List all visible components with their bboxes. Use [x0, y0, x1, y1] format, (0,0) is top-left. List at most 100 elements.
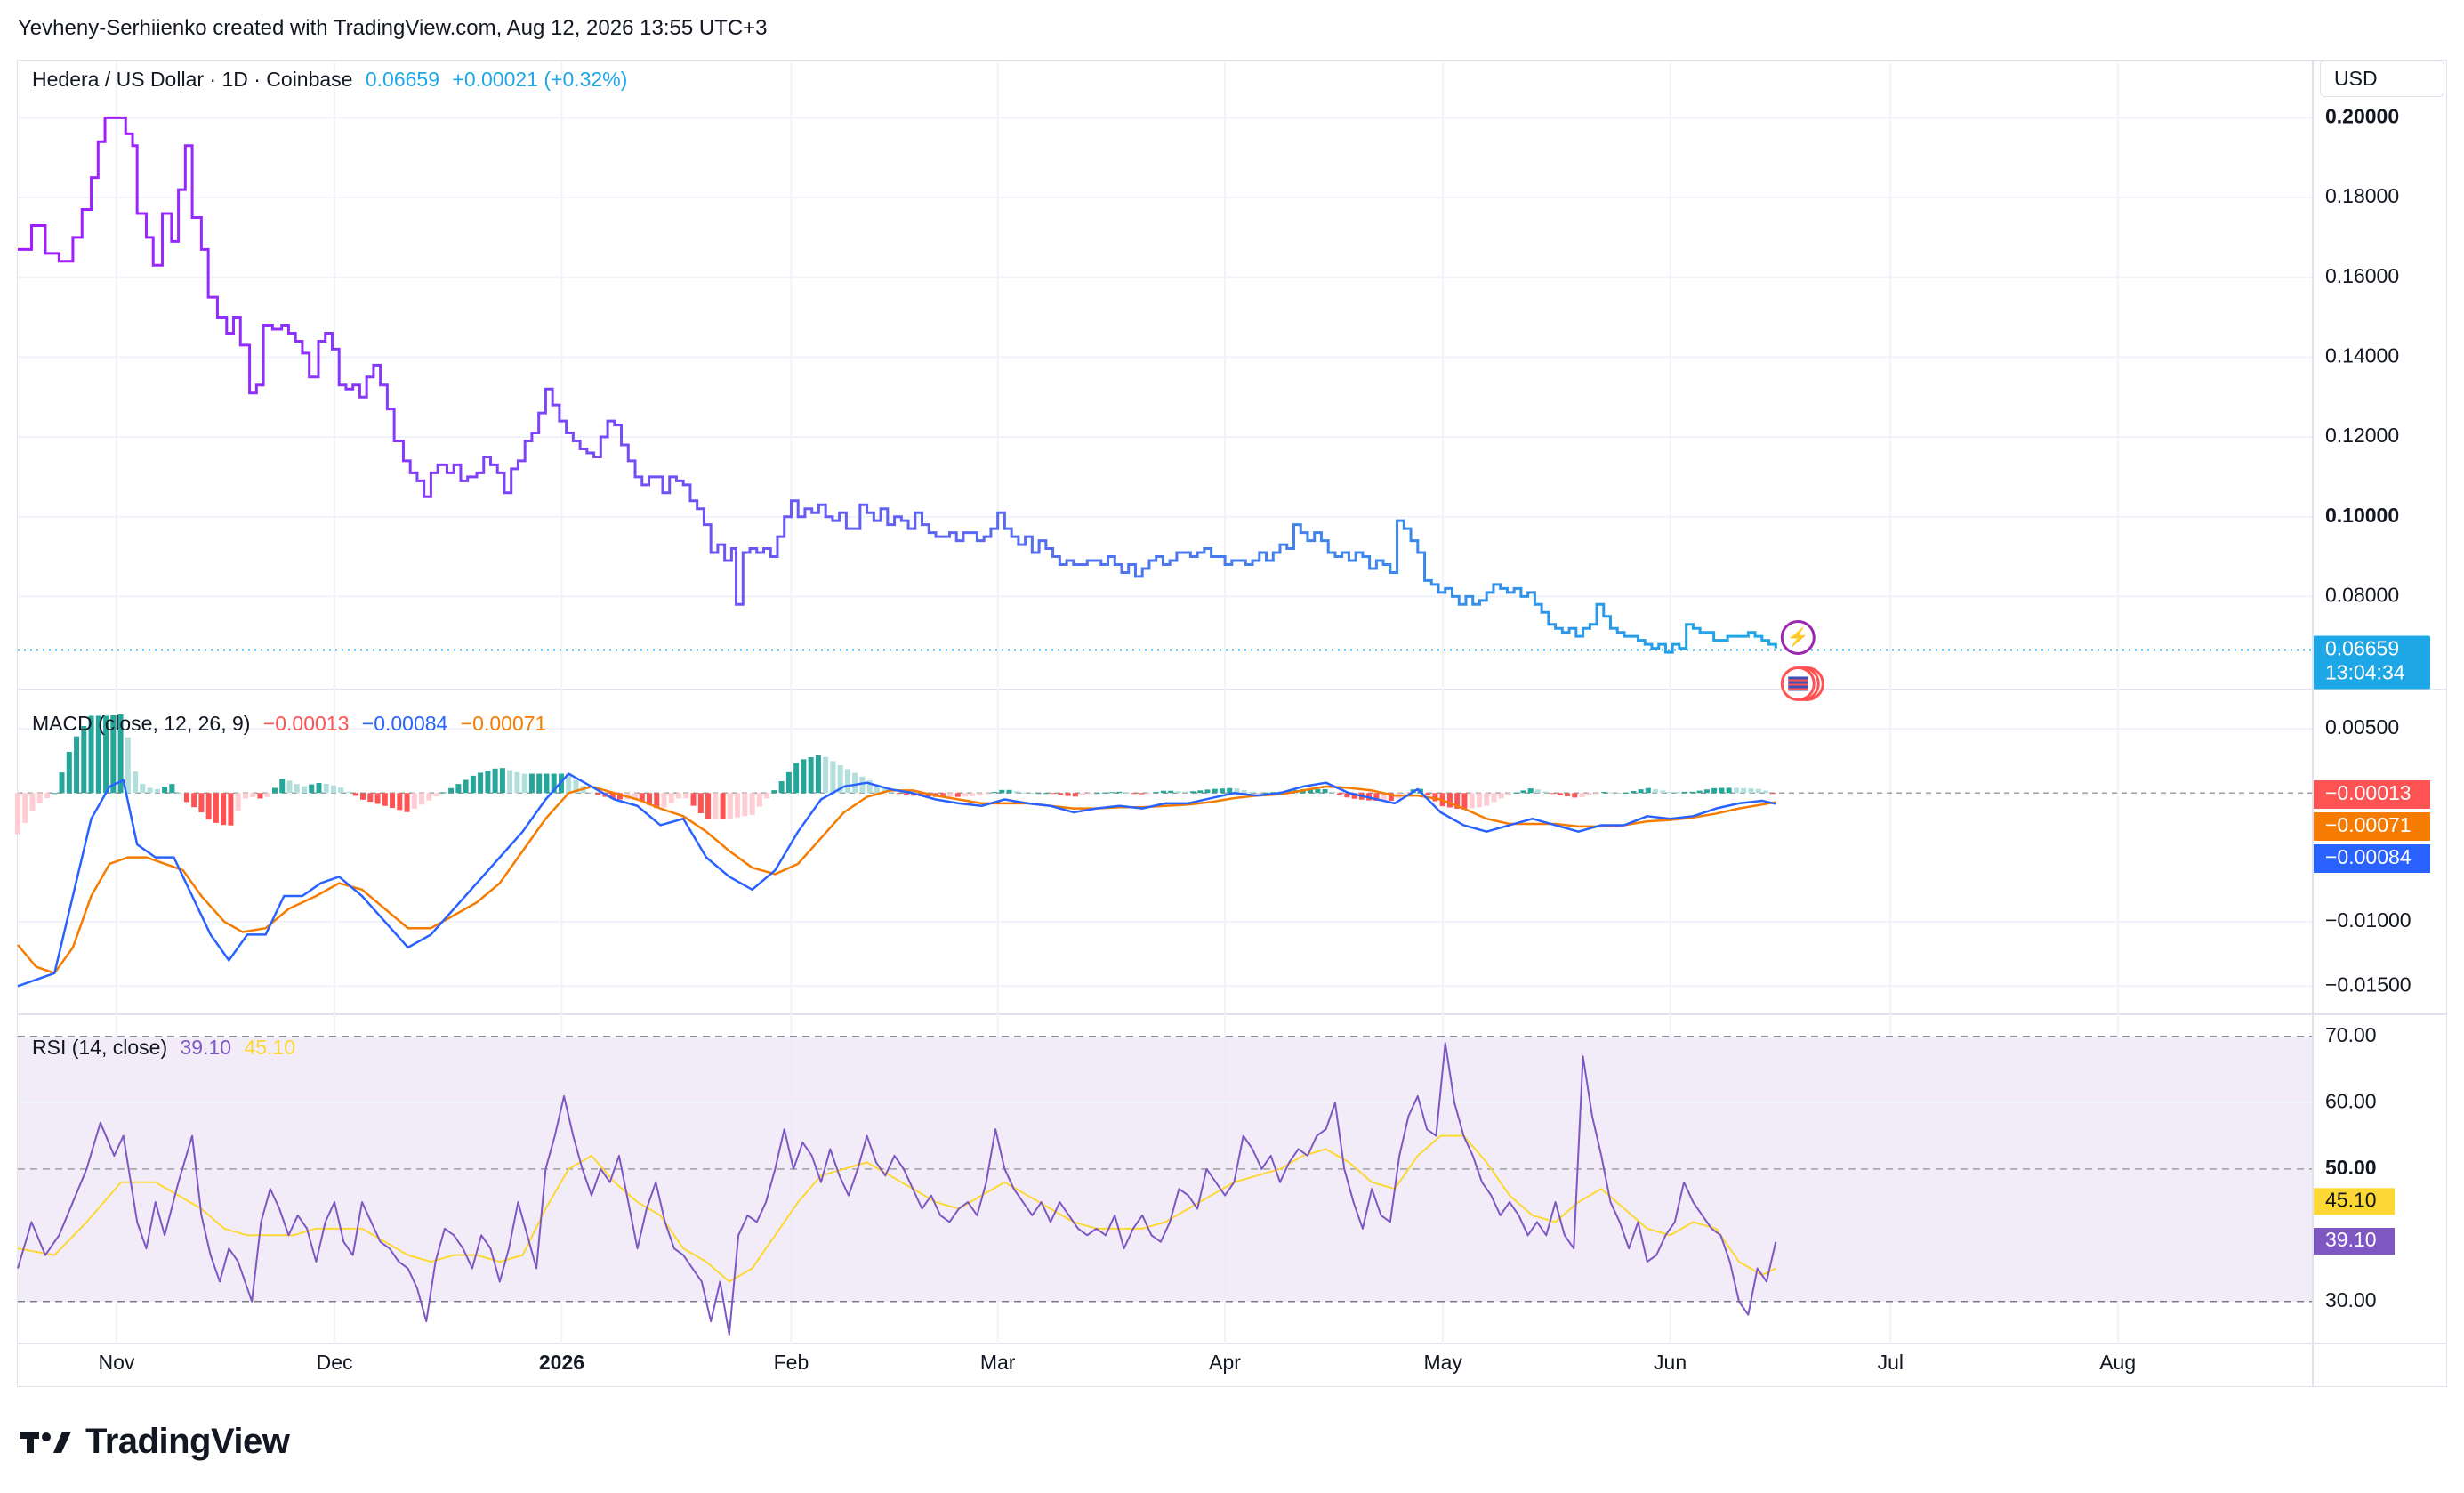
- macd-histogram-bar: [1263, 792, 1269, 794]
- macd-histogram-bar: [528, 773, 535, 794]
- macd-histogram-bar: [1153, 792, 1159, 794]
- macd-histogram-bar: [896, 793, 902, 795]
- macd-histogram-bar: [977, 793, 983, 796]
- macd-histogram-bar: [764, 793, 770, 799]
- macd-histogram-bar: [1608, 792, 1614, 794]
- symbol-label[interactable]: Hedera / US Dollar · 1D · Coinbase: [32, 68, 353, 91]
- macd-histogram-bar: [1109, 792, 1115, 794]
- bar-countdown: 13:04:34: [2325, 661, 2405, 684]
- macd-histogram-bar: [1146, 793, 1152, 795]
- flash-event-icon: [1780, 619, 1816, 655]
- macd-histogram-bar: [88, 715, 94, 794]
- macd-histogram-bar: [228, 793, 234, 826]
- currency-selector[interactable]: USD: [2320, 60, 2444, 97]
- macd-histogram-bar: [882, 788, 888, 794]
- macd-histogram-bar: [1403, 793, 1409, 795]
- rsi-value-tag-label: 45.10: [2325, 1188, 2377, 1211]
- macd-histogram-bar: [1645, 787, 1651, 794]
- macd-histogram-bar: [455, 784, 462, 794]
- macd-histogram-bar: [654, 793, 660, 809]
- macd-histogram-bar: [984, 793, 990, 795]
- macd-histogram-bar: [257, 793, 263, 799]
- macd-histogram-bar: [1189, 791, 1196, 794]
- macd-histogram-bar: [499, 768, 505, 794]
- price-legend: Hedera / US Dollar · 1D · Coinbase 0.066…: [32, 68, 634, 92]
- rsi-tick-label: 60.00: [2325, 1089, 2377, 1112]
- macd-value-tag: [2313, 844, 2430, 873]
- rsi-value-tag-label: 39.10: [2325, 1228, 2377, 1251]
- macd-histogram-bar: [1550, 793, 1556, 795]
- macd-tick-label: −0.01000: [2325, 908, 2412, 932]
- macd-histogram-bar: [999, 789, 1005, 794]
- macd-histogram-bar: [690, 793, 697, 806]
- macd-histogram-bar: [705, 793, 712, 819]
- rsi-title[interactable]: RSI (14, close): [32, 1036, 168, 1059]
- macd-histogram-bar: [742, 793, 748, 817]
- macd-histogram-bar: [338, 787, 344, 794]
- macd-histogram-bar: [514, 771, 520, 794]
- macd-histogram-bar: [213, 793, 219, 823]
- macd-histogram-bar: [1755, 788, 1761, 794]
- rsi-ma-line: [17, 1134, 1776, 1283]
- macd-histogram-bar: [1615, 792, 1622, 794]
- macd-histogram-bar: [440, 792, 447, 794]
- macd-histogram-bar: [859, 776, 866, 794]
- macd-histogram-bar: [1388, 793, 1394, 801]
- macd-histogram-bar: [331, 785, 337, 794]
- macd-title[interactable]: MACD (close, 12, 26, 9): [32, 712, 251, 735]
- macd-histogram-bar: [1674, 791, 1680, 794]
- macd-histogram-bar: [727, 793, 733, 819]
- macd-histogram-bar: [485, 771, 491, 794]
- macd-histogram-bar: [1682, 791, 1688, 794]
- macd-histogram-bar: [1308, 788, 1314, 794]
- macd-histogram-bar: [1080, 793, 1086, 795]
- macd-histogram-bar: [1322, 788, 1328, 794]
- macd-histogram-bar: [95, 715, 101, 794]
- macd-histogram-bar: [507, 770, 513, 794]
- macd-histogram-bar: [1219, 788, 1225, 794]
- macd-value-tag-label: −0.00013: [2325, 781, 2412, 804]
- macd-histogram-bar: [1527, 788, 1534, 794]
- macd-histogram-bar: [661, 793, 667, 808]
- macd-histogram-bar: [1579, 793, 1585, 797]
- price-tick-label: 0.10000: [2325, 504, 2399, 527]
- macd-histogram-bar: [52, 793, 58, 795]
- price-tick-label: 0.16000: [2325, 264, 2399, 287]
- macd-histogram-bar: [830, 761, 836, 794]
- macd-histogram-bar: [1542, 791, 1549, 794]
- macd-histogram-bar: [815, 755, 821, 794]
- macd-histogram-bar: [294, 784, 300, 794]
- macd-histogram-bar: [279, 779, 286, 794]
- macd-histogram-bar: [110, 714, 117, 794]
- rsi-tick-label: 50.00: [2325, 1156, 2377, 1179]
- macd-histogram-bar: [1719, 787, 1725, 794]
- macd-histogram-bar: [433, 793, 439, 797]
- macd-histogram-bar: [81, 726, 87, 794]
- macd-histogram-bar: [1703, 789, 1710, 794]
- macd-histogram-bar: [1631, 790, 1637, 794]
- macd-histogram-bar: [756, 793, 762, 807]
- chart-frame[interactable]: [17, 60, 2447, 1387]
- macd-histogram-bar: [1762, 790, 1768, 794]
- macd-histogram-bar: [676, 793, 682, 799]
- macd-histogram-bar: [1072, 793, 1078, 797]
- macd-histogram-bar: [1182, 791, 1188, 794]
- macd-histogram-bar: [169, 784, 175, 794]
- macd-histogram-bar: [221, 793, 227, 826]
- macd-histogram-bar: [323, 784, 329, 794]
- macd-histogram-bar: [1696, 790, 1703, 794]
- macd-histogram-bar: [1337, 793, 1343, 795]
- time-axis-label: 2026: [539, 1351, 584, 1374]
- macd-histogram-bar: [133, 771, 139, 794]
- macd-histogram-bar: [1381, 793, 1387, 801]
- tradingview-brand[interactable]: TradingView: [20, 1422, 290, 1462]
- macd-histogram-bar: [595, 793, 601, 795]
- macd-histogram-bar: [1234, 788, 1240, 794]
- macd-histogram-bar: [566, 773, 572, 794]
- macd-histogram-bar: [426, 793, 432, 801]
- macd-histogram-bar: [154, 788, 160, 794]
- macd-histogram-bar: [1329, 791, 1335, 794]
- time-axis-label: Nov: [98, 1351, 134, 1374]
- macd-histogram-bar: [1249, 791, 1255, 794]
